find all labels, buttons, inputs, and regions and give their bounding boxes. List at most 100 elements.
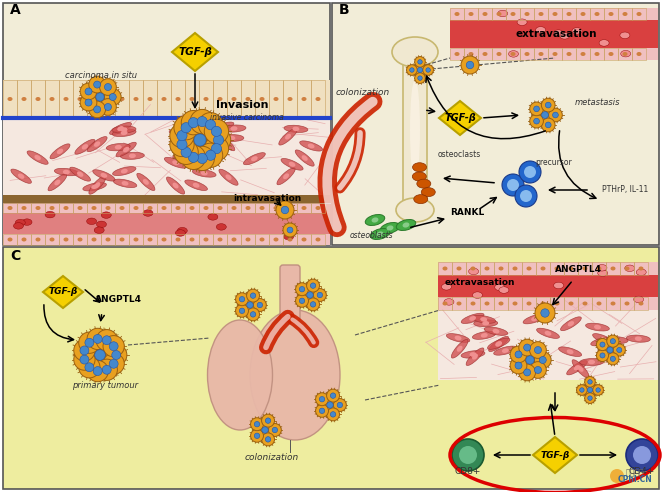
Bar [548,48,562,60]
Ellipse shape [164,157,187,168]
Ellipse shape [612,338,620,342]
Text: TGF-β: TGF-β [48,287,77,297]
Bar [129,234,143,245]
Circle shape [541,309,549,317]
Circle shape [89,101,105,118]
Circle shape [613,344,626,356]
Ellipse shape [203,238,209,242]
Ellipse shape [485,267,489,271]
Ellipse shape [316,238,320,242]
Ellipse shape [148,206,152,210]
Ellipse shape [480,317,487,322]
Bar [478,8,492,20]
Text: CD4+: CD4+ [629,467,655,476]
Circle shape [334,399,346,411]
Ellipse shape [300,141,322,151]
Bar [31,80,45,118]
Ellipse shape [604,337,628,344]
Bar [578,262,592,275]
Bar [269,80,283,118]
Text: B: B [339,3,350,17]
Circle shape [106,344,127,366]
Ellipse shape [177,129,185,133]
Ellipse shape [301,206,307,210]
Ellipse shape [600,337,607,342]
Ellipse shape [371,217,379,222]
FancyArrowPatch shape [266,317,288,347]
Bar [606,297,620,310]
Ellipse shape [7,97,13,101]
Circle shape [197,154,207,163]
Bar [3,203,17,213]
Ellipse shape [455,336,461,340]
Ellipse shape [524,12,530,16]
Circle shape [327,402,333,408]
Ellipse shape [495,284,504,291]
Circle shape [185,125,214,154]
Bar [129,203,143,213]
Bar [17,234,31,245]
Ellipse shape [222,125,246,132]
Circle shape [236,293,248,306]
Circle shape [73,349,95,370]
Circle shape [596,338,608,351]
Circle shape [515,351,522,358]
Circle shape [87,328,109,349]
Ellipse shape [370,228,390,240]
Ellipse shape [216,134,235,151]
Bar [115,80,129,118]
Ellipse shape [94,141,100,147]
Circle shape [258,422,273,438]
Ellipse shape [219,169,238,185]
Bar [450,8,464,20]
Ellipse shape [207,126,230,137]
Bar [466,297,480,310]
Bar [283,203,297,213]
Ellipse shape [218,238,222,242]
Circle shape [607,335,619,347]
Ellipse shape [89,176,106,194]
Ellipse shape [523,314,546,324]
Ellipse shape [295,150,314,166]
Circle shape [549,108,562,122]
Bar [564,297,578,310]
Ellipse shape [101,173,107,178]
Ellipse shape [244,153,265,165]
Ellipse shape [246,238,250,242]
Circle shape [337,402,342,408]
Ellipse shape [498,10,508,17]
Ellipse shape [281,158,303,170]
Bar [494,297,508,310]
Bar [494,262,508,275]
Ellipse shape [120,238,124,242]
Ellipse shape [530,352,536,358]
Circle shape [530,362,546,378]
Ellipse shape [471,302,475,306]
Ellipse shape [287,206,293,210]
Circle shape [205,136,228,161]
Bar [506,8,520,20]
Bar [171,203,185,213]
Ellipse shape [48,174,67,191]
Ellipse shape [189,97,195,101]
Circle shape [102,336,111,345]
Bar [3,80,330,118]
Bar [618,48,632,60]
Bar [255,234,269,245]
Circle shape [205,120,216,130]
Bar [59,203,73,213]
Bar [157,203,171,213]
Circle shape [102,365,111,374]
Bar [157,234,171,245]
Circle shape [617,347,622,353]
FancyArrowPatch shape [340,133,360,188]
Ellipse shape [526,302,532,306]
FancyBboxPatch shape [403,51,427,214]
Bar [213,80,227,118]
Text: TGF-β: TGF-β [178,47,212,57]
Bar [578,297,592,310]
Bar [185,203,199,213]
Ellipse shape [567,12,571,16]
Circle shape [174,140,198,164]
Circle shape [507,179,519,191]
